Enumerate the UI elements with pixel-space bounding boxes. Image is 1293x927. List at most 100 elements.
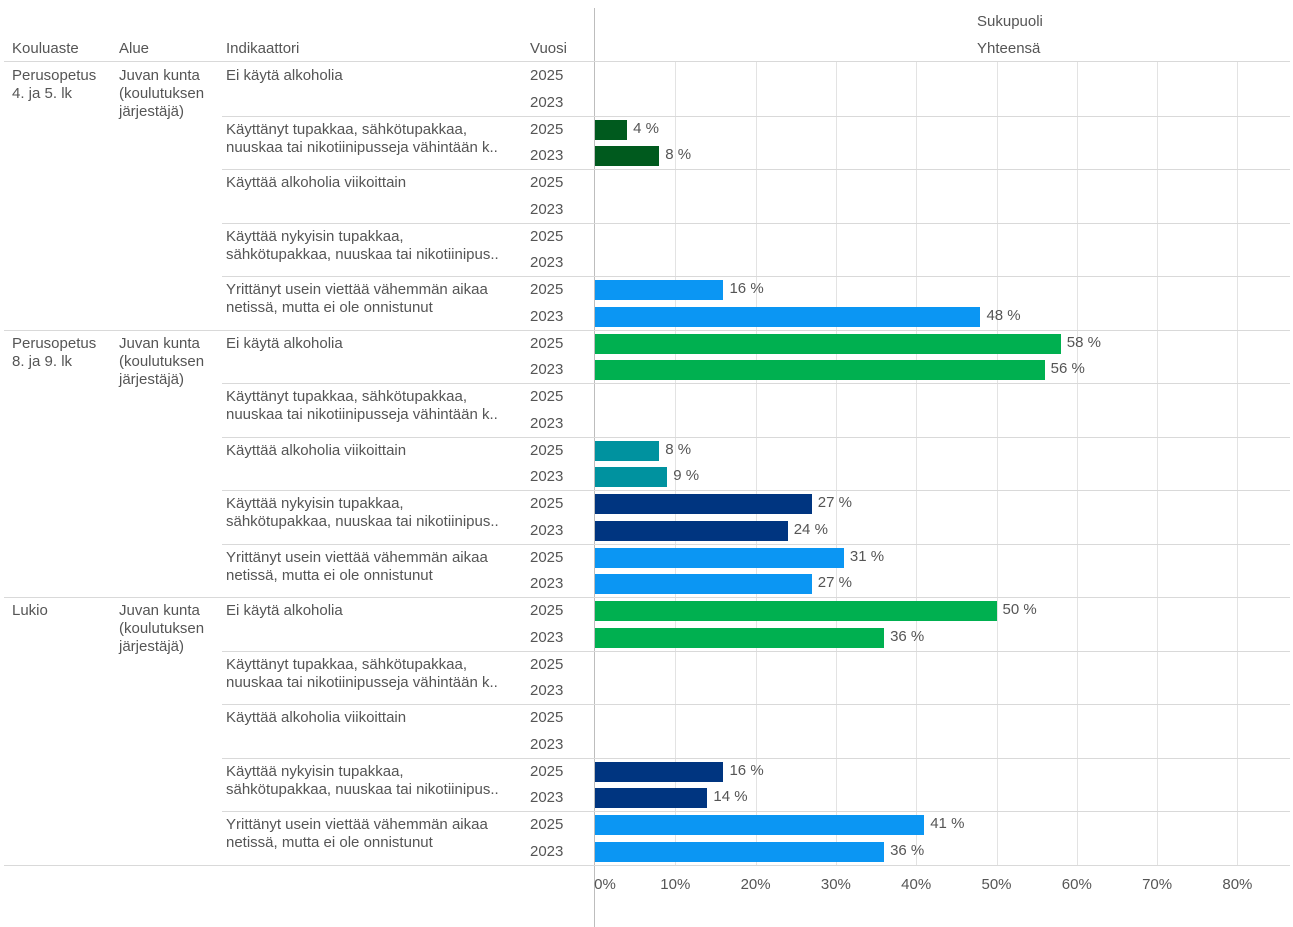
indicator-label: Käyttää alkoholia viikoittain — [226, 174, 407, 191]
bar-value-label: 56 % — [1050, 360, 1085, 378]
year-label: 2025 — [530, 816, 564, 833]
kouluaste-label: Lukio — [12, 602, 48, 619]
year-label: 2023 — [530, 682, 564, 700]
gridline-x — [675, 62, 677, 865]
group-divider — [4, 330, 1290, 331]
x-tick-label: 10% — [660, 875, 691, 893]
year-label: 2023 — [530, 468, 564, 486]
indicator-divider — [222, 811, 1290, 812]
column-header-indikaattori: Indikaattori — [226, 40, 300, 57]
indicator-label: Käyttää nykyisin tupakkaa, — [226, 495, 404, 512]
indicator-divider — [222, 544, 1290, 545]
kouluaste-label: Perusopetus — [12, 67, 97, 84]
x-tick-label: 20% — [740, 875, 771, 893]
year-label: 2023 — [530, 200, 564, 218]
bar-value-label: 24 % — [793, 520, 828, 538]
header-divider — [4, 61, 1290, 62]
bar — [595, 815, 925, 835]
bar-value-label: 48 % — [986, 306, 1021, 324]
alue-label: (koulutuksen — [119, 85, 205, 102]
year-label: 2023 — [530, 93, 564, 111]
bar — [595, 761, 724, 782]
indicator-label: nuuskaa tai nikotiinipusseja vähintään k… — [226, 138, 498, 156]
year-label: 2023 — [530, 575, 564, 593]
alue-label: (koulutuksen — [119, 352, 205, 370]
year-label: 2025 — [530, 495, 564, 512]
indicator-label: Käyttänyt tupakkaa, sähkötupakkaa, — [226, 120, 467, 138]
indicator-divider — [222, 276, 1290, 277]
year-label: 2023 — [530, 147, 564, 165]
alue-label: Juvan kunta — [119, 334, 200, 352]
year-label: 2025 — [530, 655, 564, 673]
gridline-x — [1157, 62, 1159, 865]
alue-label: järjestäjä) — [119, 103, 185, 120]
alue-label: Juvan kunta — [119, 67, 200, 84]
year-label: 2025 — [530, 120, 564, 138]
bar-value-label: 16 % — [729, 280, 764, 297]
year-label: 2023 — [530, 521, 564, 539]
bar-value-label: 4 % — [633, 119, 659, 137]
year-label: 2025 — [530, 227, 564, 245]
indicator-label: nuuskaa tai nikotiinipusseja vähintään k… — [226, 406, 498, 423]
indicator-label: sähkötupakkaa, nuuskaa tai nikotiinipus.… — [226, 245, 499, 263]
indicator-label: Ei käytä alkoholia — [226, 67, 343, 84]
bar — [595, 494, 812, 514]
year-label: 2025 — [530, 602, 564, 619]
bar — [595, 520, 788, 541]
x-tick-label: 80% — [1222, 875, 1253, 893]
column-header-yhteensa: Yhteensä — [977, 40, 1041, 57]
bar-value-label: 41 % — [930, 815, 965, 832]
group-divider — [4, 597, 1290, 598]
column-header-sukupuoli: Sukupuoli — [977, 13, 1043, 30]
bar-value-label: 27 % — [817, 494, 852, 511]
bar-value-label: 14 % — [713, 788, 748, 806]
indicator-label: netissä, mutta ei ole onnistunut — [226, 299, 433, 316]
indicator-label: Yrittänyt usein viettää vähemmän aikaa — [226, 281, 488, 298]
bar-value-label: 36 % — [890, 627, 925, 645]
kouluaste-label: 8. ja 9. lk — [12, 352, 73, 370]
year-label: 2023 — [530, 254, 564, 272]
year-label: 2023 — [530, 842, 564, 860]
alue-label: Juvan kunta — [119, 602, 200, 619]
alue-label: järjestäjä) — [119, 638, 185, 655]
x-tick-label: 40% — [901, 875, 932, 893]
gridline-x — [916, 62, 918, 865]
year-label: 2025 — [530, 174, 564, 191]
indicator-divider — [222, 758, 1290, 759]
year-label: 2023 — [530, 414, 564, 432]
indicator-label: Yrittänyt usein viettää vähemmän aikaa — [226, 548, 488, 566]
gridline-x — [1237, 62, 1239, 865]
bar — [595, 146, 660, 167]
bar — [595, 601, 997, 621]
bar-value-label: 8 % — [665, 440, 692, 458]
indicator-divider — [222, 651, 1290, 652]
bar-value-label: 27 % — [817, 574, 852, 592]
bar-value-label: 36 % — [890, 841, 925, 859]
year-label: 2023 — [530, 789, 564, 807]
bar — [595, 360, 1045, 381]
indicator-label: Ei käytä alkoholia — [226, 602, 343, 619]
gridline-x — [1076, 62, 1078, 865]
bar — [595, 547, 844, 568]
indicator-divider — [222, 490, 1290, 491]
indicator-label: sähkötupakkaa, nuuskaa tai nikotiinipus.… — [226, 780, 499, 798]
bar — [595, 280, 724, 300]
indicator-label: sähkötupakkaa, nuuskaa tai nikotiinipus.… — [226, 513, 499, 530]
year-label: 2025 — [530, 548, 564, 566]
x-tick-label: 60% — [1061, 875, 1092, 893]
indicator-divider — [222, 223, 1290, 224]
year-label: 2023 — [530, 628, 564, 646]
indicator-label: Käyttää alkoholia viikoittain — [226, 441, 407, 459]
bar — [595, 306, 981, 327]
x-tick-label: 30% — [820, 875, 851, 893]
bar — [595, 841, 885, 862]
year-label: 2025 — [530, 388, 564, 405]
bar — [595, 467, 668, 488]
gridline-x — [996, 62, 998, 865]
indicator-label: netissä, mutta ei ole onnistunut — [226, 834, 433, 851]
year-label: 2025 — [530, 441, 564, 459]
x-tick-label: 50% — [981, 875, 1012, 893]
indicator-label: Käyttää alkoholia viikoittain — [226, 709, 407, 726]
year-label: 2025 — [530, 334, 564, 352]
gridline-x — [755, 62, 757, 865]
